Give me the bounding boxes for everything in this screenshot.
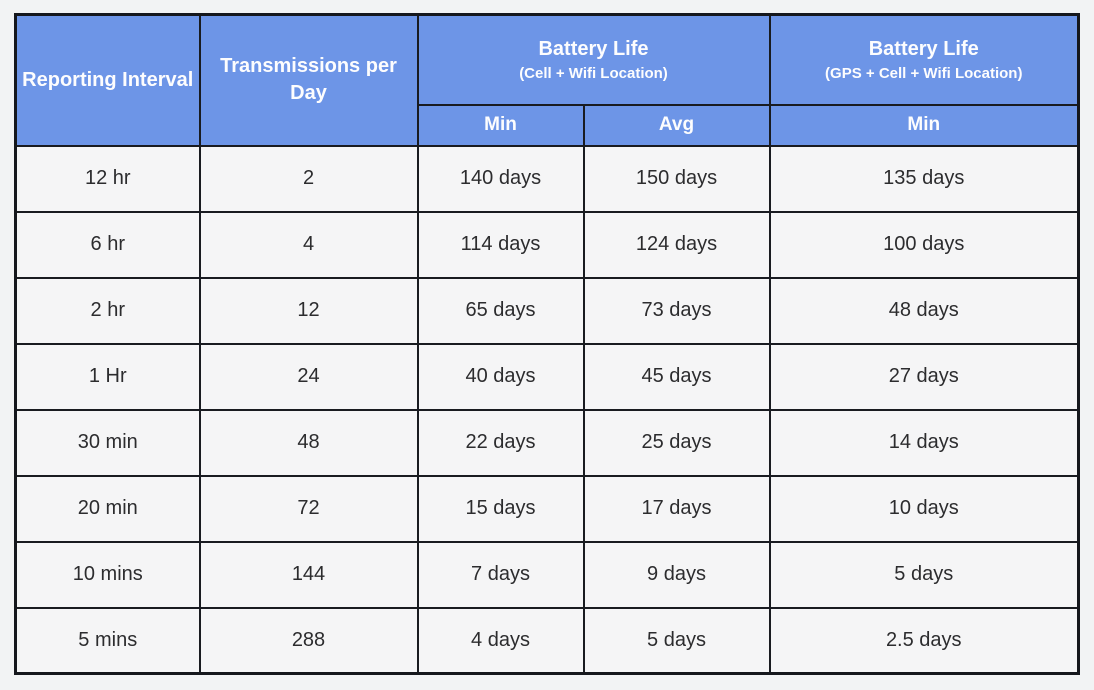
header-group-row: Reporting Interval Transmissions per Day… bbox=[14, 13, 1080, 147]
cell-min-cell-wifi: 114 days bbox=[416, 210, 585, 279]
battery-gps-cell-wifi-subtitle: (GPS + Cell + Wifi Location) bbox=[825, 64, 1023, 82]
battery-life-table: Reporting Interval Transmissions per Day… bbox=[14, 13, 1080, 675]
cell-transmissions: 72 bbox=[198, 474, 419, 543]
table-row: 5 mins 288 4 days 5 days 2.5 days bbox=[14, 606, 1080, 675]
column-group-battery-gps-cell-wifi: Battery Life (GPS + Cell + Wifi Location… bbox=[768, 13, 1080, 106]
cell-reporting-interval: 1 Hr bbox=[14, 342, 201, 411]
cell-avg-cell-wifi: 5 days bbox=[582, 606, 771, 675]
cell-min-gps: 5 days bbox=[768, 540, 1080, 609]
cell-transmissions: 48 bbox=[198, 408, 419, 477]
cell-reporting-interval: 6 hr bbox=[14, 210, 201, 279]
table-header: Reporting Interval Transmissions per Day… bbox=[14, 13, 1080, 147]
cell-reporting-interval: 10 mins bbox=[14, 540, 201, 609]
cell-avg-cell-wifi: 124 days bbox=[582, 210, 771, 279]
cell-min-gps: 2.5 days bbox=[768, 606, 1080, 675]
table-body: 12 hr 2 140 days 150 days 135 days 6 hr … bbox=[14, 144, 1080, 675]
cell-reporting-interval: 12 hr bbox=[14, 144, 201, 213]
column-header-transmissions-per-day: Transmissions per Day bbox=[198, 13, 419, 147]
cell-reporting-interval: 2 hr bbox=[14, 276, 201, 345]
battery-cell-wifi-title: Battery Life bbox=[538, 37, 649, 60]
cell-min-cell-wifi: 140 days bbox=[416, 144, 585, 213]
cell-reporting-interval: 30 min bbox=[14, 408, 201, 477]
cell-transmissions: 288 bbox=[198, 606, 419, 675]
cell-min-gps: 10 days bbox=[768, 474, 1080, 543]
table-row: 2 hr 12 65 days 73 days 48 days bbox=[14, 276, 1080, 345]
cell-avg-cell-wifi: 17 days bbox=[582, 474, 771, 543]
battery-gps-cell-wifi-title: Battery Life bbox=[868, 37, 979, 60]
cell-avg-cell-wifi: 45 days bbox=[582, 342, 771, 411]
cell-min-gps: 14 days bbox=[768, 408, 1080, 477]
cell-reporting-interval: 20 min bbox=[14, 474, 201, 543]
battery-cell-wifi-subtitle: (Cell + Wifi Location) bbox=[519, 64, 668, 82]
cell-avg-cell-wifi: 150 days bbox=[582, 144, 771, 213]
table-row: 30 min 48 22 days 25 days 14 days bbox=[14, 408, 1080, 477]
table-row: 12 hr 2 140 days 150 days 135 days bbox=[14, 144, 1080, 213]
header-sub-row: Min Avg Min bbox=[16, 103, 1080, 147]
column-header-reporting-interval: Reporting Interval bbox=[14, 13, 201, 147]
cell-min-cell-wifi: 7 days bbox=[416, 540, 585, 609]
cell-reporting-interval: 5 mins bbox=[14, 606, 201, 675]
cell-transmissions: 24 bbox=[198, 342, 419, 411]
cell-transmissions: 2 bbox=[198, 144, 419, 213]
cell-min-gps: 48 days bbox=[768, 276, 1080, 345]
cell-min-gps: 135 days bbox=[768, 144, 1080, 213]
cell-avg-cell-wifi: 9 days bbox=[582, 540, 771, 609]
table-row: 10 mins 144 7 days 9 days 5 days bbox=[14, 540, 1080, 609]
table-row: 6 hr 4 114 days 124 days 100 days bbox=[14, 210, 1080, 279]
cell-min-gps: 27 days bbox=[768, 342, 1080, 411]
subcolumn-header-min-cell-wifi: Min bbox=[416, 103, 585, 147]
cell-transmissions: 12 bbox=[198, 276, 419, 345]
cell-min-cell-wifi: 15 days bbox=[416, 474, 585, 543]
column-group-battery-cell-wifi: Battery Life (Cell + Wifi Location) bbox=[416, 13, 771, 106]
table-row: 20 min 72 15 days 17 days 10 days bbox=[14, 474, 1080, 543]
cell-min-gps: 100 days bbox=[768, 210, 1080, 279]
subcolumn-header-avg-cell-wifi: Avg bbox=[582, 103, 771, 147]
cell-transmissions: 144 bbox=[198, 540, 419, 609]
cell-avg-cell-wifi: 25 days bbox=[582, 408, 771, 477]
table-row: 1 Hr 24 40 days 45 days 27 days bbox=[14, 342, 1080, 411]
cell-transmissions: 4 bbox=[198, 210, 419, 279]
cell-min-cell-wifi: 4 days bbox=[416, 606, 585, 675]
cell-min-cell-wifi: 22 days bbox=[416, 408, 585, 477]
cell-avg-cell-wifi: 73 days bbox=[582, 276, 771, 345]
subcolumn-header-min-gps: Min bbox=[768, 103, 1080, 147]
cell-min-cell-wifi: 65 days bbox=[416, 276, 585, 345]
cell-min-cell-wifi: 40 days bbox=[416, 342, 585, 411]
